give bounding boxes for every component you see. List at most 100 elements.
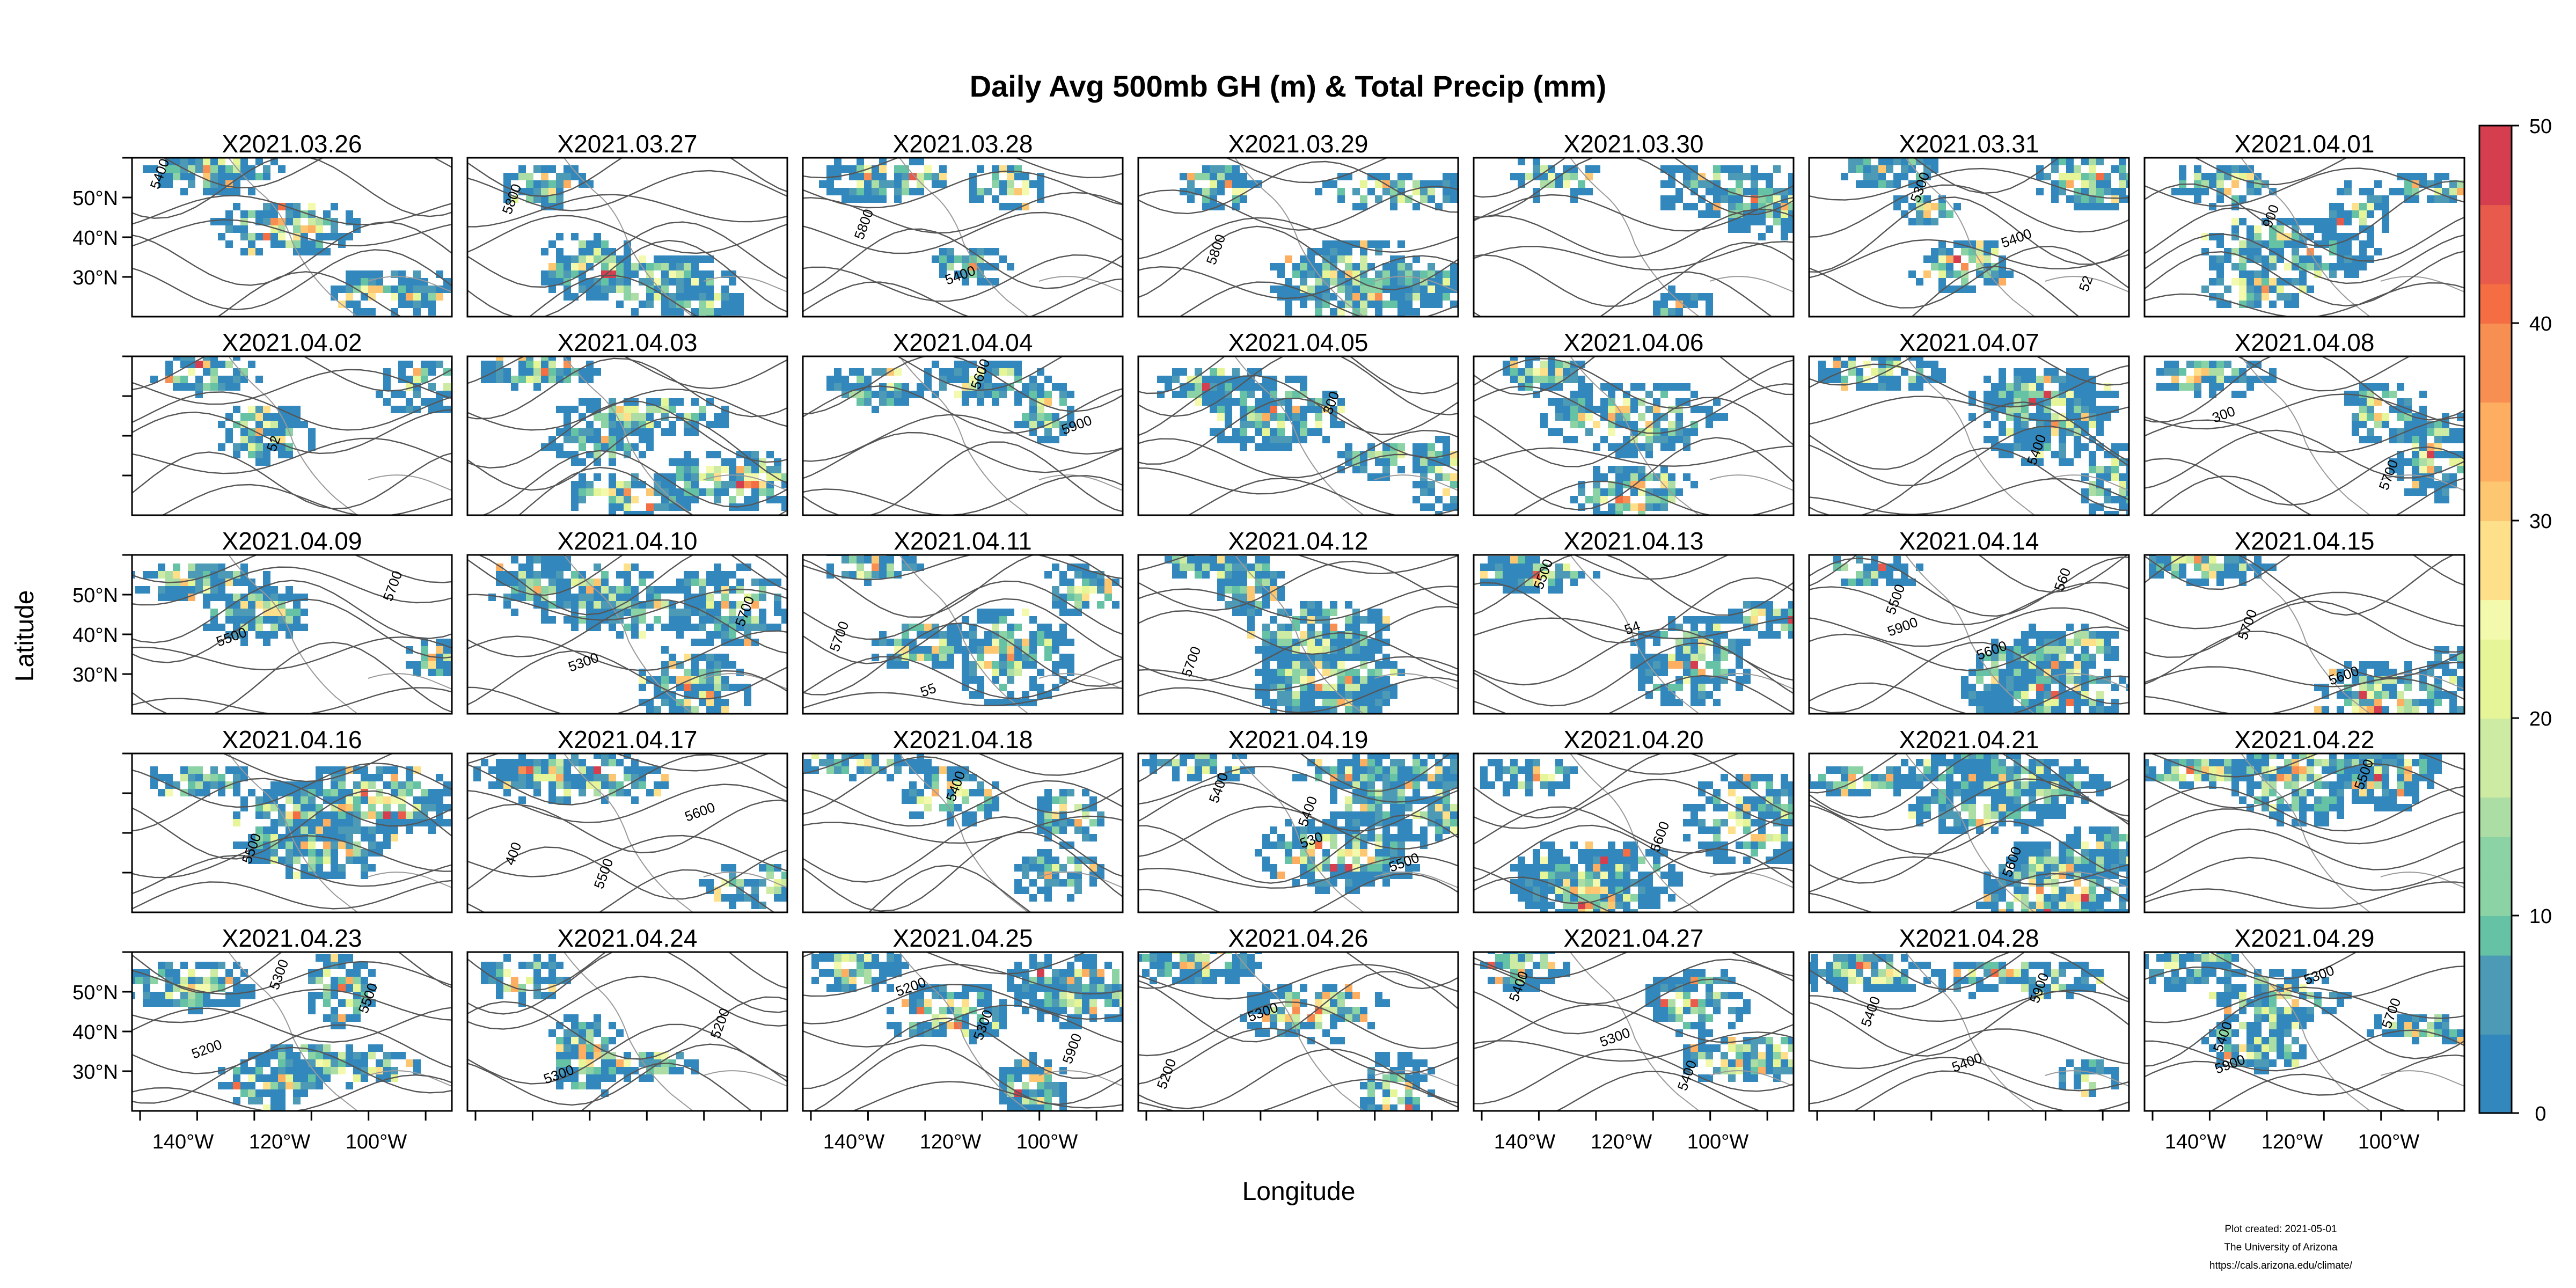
gh-contour bbox=[1138, 429, 1458, 479]
precip-cell bbox=[1555, 398, 1563, 406]
precip-cell bbox=[646, 270, 654, 278]
precip-cell bbox=[308, 225, 316, 233]
precip-cell bbox=[143, 586, 150, 594]
precip-cell bbox=[1367, 616, 1375, 624]
gh-contour bbox=[1138, 605, 1458, 655]
precip-cell bbox=[1660, 391, 1668, 398]
precip-cell bbox=[1518, 556, 1525, 564]
precip-cell bbox=[1991, 240, 1999, 248]
precip-cell bbox=[1856, 368, 1863, 376]
precip-cell bbox=[1007, 173, 1014, 180]
precip-cell bbox=[999, 661, 1007, 669]
precip-cell bbox=[624, 406, 631, 413]
precip-cell bbox=[548, 180, 556, 188]
precip-cell bbox=[1187, 556, 1195, 564]
gh-contour bbox=[1573, 555, 1730, 580]
precip-cell bbox=[1262, 564, 1270, 571]
panel-date: X2021.04.12 bbox=[1228, 527, 1368, 555]
precip-cell bbox=[1367, 188, 1375, 195]
precip-cell bbox=[1330, 624, 1337, 631]
gh-contour bbox=[1138, 676, 1458, 713]
contour-label: 5400 bbox=[1999, 225, 2034, 251]
precip-cell bbox=[1413, 270, 1420, 278]
precip-cell bbox=[1999, 391, 2006, 398]
precip-cell bbox=[1578, 188, 1585, 195]
precip-cell bbox=[1375, 706, 1382, 714]
precip-cell bbox=[1360, 654, 1367, 661]
precip-cell bbox=[902, 661, 909, 669]
precip-cell bbox=[781, 481, 787, 488]
precip-cell bbox=[1195, 391, 1202, 398]
precip-cell bbox=[1683, 436, 1690, 443]
precip-cell bbox=[1736, 203, 1743, 210]
precip-cell bbox=[2449, 428, 2457, 436]
precip-cell bbox=[1435, 301, 1443, 308]
precip-cell bbox=[263, 601, 270, 609]
precip-cell bbox=[571, 488, 579, 496]
precip-cell bbox=[2367, 255, 2374, 263]
gh-contour bbox=[1474, 158, 1794, 198]
precip-cell bbox=[248, 233, 255, 240]
precip-cell bbox=[1052, 639, 1059, 646]
precip-cell bbox=[1420, 481, 1428, 488]
precip-cell bbox=[1938, 240, 1946, 248]
precip-cell bbox=[1420, 180, 1428, 188]
precip-cell bbox=[1044, 639, 1052, 646]
precip-cell bbox=[278, 218, 286, 225]
precip-cell bbox=[2186, 361, 2194, 368]
precip-cell bbox=[699, 616, 706, 624]
precip-cell bbox=[1615, 473, 1623, 481]
precip-cell bbox=[548, 286, 556, 293]
precip-cell bbox=[556, 579, 564, 586]
precip-cell bbox=[654, 398, 661, 406]
precip-cell bbox=[1525, 173, 1533, 180]
precip-cell bbox=[1315, 714, 1322, 721]
precip-cell bbox=[1938, 270, 1946, 278]
precip-cell bbox=[1397, 286, 1405, 293]
precip-cell bbox=[278, 233, 286, 240]
precip-cell bbox=[1555, 180, 1563, 188]
precip-cell bbox=[413, 286, 421, 293]
precip-cell bbox=[887, 661, 894, 669]
precip-cell bbox=[210, 368, 218, 376]
precip-cell bbox=[1255, 413, 1262, 421]
precip-cell bbox=[1345, 286, 1352, 293]
gh-contour bbox=[132, 636, 452, 671]
precip-cell bbox=[639, 631, 646, 639]
precip-cell bbox=[579, 571, 586, 579]
precip-cell bbox=[1420, 488, 1428, 496]
precip-cell bbox=[729, 571, 736, 579]
precip-cell bbox=[233, 579, 240, 586]
precip-cell bbox=[1503, 564, 1510, 571]
precip-cell bbox=[165, 368, 173, 376]
precip-cell bbox=[1728, 195, 1736, 203]
precip-cell bbox=[2126, 443, 2129, 451]
precip-cell bbox=[2246, 376, 2254, 383]
precip-cell bbox=[225, 240, 233, 248]
precip-cell bbox=[579, 255, 586, 263]
precip-cell bbox=[458, 646, 466, 654]
precip-cell bbox=[413, 391, 421, 398]
precip-cell bbox=[969, 188, 977, 195]
precip-cell bbox=[609, 481, 616, 488]
precip-cell bbox=[2352, 203, 2359, 210]
precip-cell bbox=[917, 158, 924, 165]
coastline bbox=[2045, 276, 2129, 292]
precip-cell bbox=[2359, 225, 2367, 233]
precip-cell bbox=[579, 263, 586, 270]
precip-cell bbox=[2104, 511, 2111, 515]
precip-cell bbox=[766, 451, 774, 458]
precip-cell bbox=[624, 503, 631, 511]
precip-cell bbox=[1428, 466, 1435, 473]
precip-cell bbox=[2074, 195, 2081, 203]
precip-cell bbox=[2239, 173, 2246, 180]
precip-cell bbox=[2134, 466, 2141, 473]
precip-cell bbox=[1405, 278, 1413, 286]
precip-cell bbox=[744, 473, 751, 481]
precip-cell bbox=[1322, 398, 1330, 406]
precip-cell bbox=[1683, 661, 1690, 669]
precip-cell bbox=[1337, 639, 1345, 646]
precip-cell bbox=[2216, 173, 2224, 180]
precip-cell bbox=[1097, 579, 1104, 586]
